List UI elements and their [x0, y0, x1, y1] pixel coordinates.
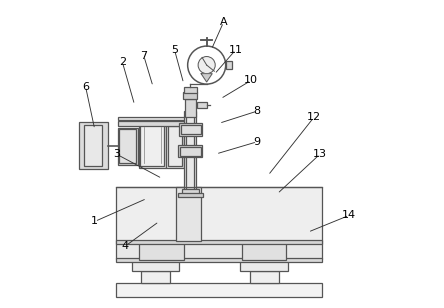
Bar	[176, 188, 201, 241]
Bar	[131, 259, 179, 271]
Bar	[140, 125, 164, 166]
Bar	[116, 241, 321, 259]
Bar	[118, 121, 185, 126]
Bar	[184, 87, 197, 93]
Text: 1: 1	[91, 217, 98, 226]
Bar	[250, 271, 279, 283]
Bar	[226, 61, 232, 69]
Bar	[116, 241, 321, 244]
Bar	[139, 123, 166, 168]
Text: 5: 5	[171, 45, 178, 55]
Bar	[79, 122, 107, 169]
Text: 11: 11	[229, 45, 243, 55]
Bar	[198, 103, 207, 108]
Bar	[240, 259, 288, 271]
Polygon shape	[201, 74, 212, 82]
Bar	[168, 126, 182, 166]
Bar	[184, 111, 196, 191]
Bar	[118, 117, 185, 120]
Bar	[183, 92, 198, 99]
Bar	[242, 243, 286, 260]
Bar	[178, 193, 203, 197]
Text: 14: 14	[342, 210, 356, 220]
Bar	[180, 147, 201, 156]
Text: 8: 8	[254, 106, 261, 116]
Bar	[116, 283, 321, 297]
Text: 7: 7	[140, 51, 147, 61]
Bar	[118, 128, 138, 165]
Bar	[139, 243, 184, 260]
Bar	[185, 99, 196, 117]
Text: 12: 12	[307, 112, 321, 122]
Text: 9: 9	[254, 137, 261, 147]
Circle shape	[188, 46, 226, 84]
Bar	[141, 271, 170, 283]
Text: 13: 13	[313, 149, 327, 159]
Bar	[179, 123, 202, 136]
Bar	[186, 113, 194, 189]
Bar	[178, 145, 202, 157]
Text: 6: 6	[82, 82, 89, 91]
Text: 10: 10	[244, 75, 258, 85]
Text: 2: 2	[119, 57, 126, 67]
Text: A: A	[220, 17, 227, 27]
Bar	[116, 258, 321, 262]
Bar	[84, 125, 102, 166]
Bar	[181, 125, 201, 134]
Bar	[119, 129, 136, 163]
Circle shape	[198, 57, 215, 74]
Bar	[182, 189, 199, 194]
Bar	[116, 188, 321, 241]
Text: 4: 4	[122, 241, 129, 251]
Bar	[166, 125, 184, 168]
Text: 3: 3	[113, 149, 120, 159]
